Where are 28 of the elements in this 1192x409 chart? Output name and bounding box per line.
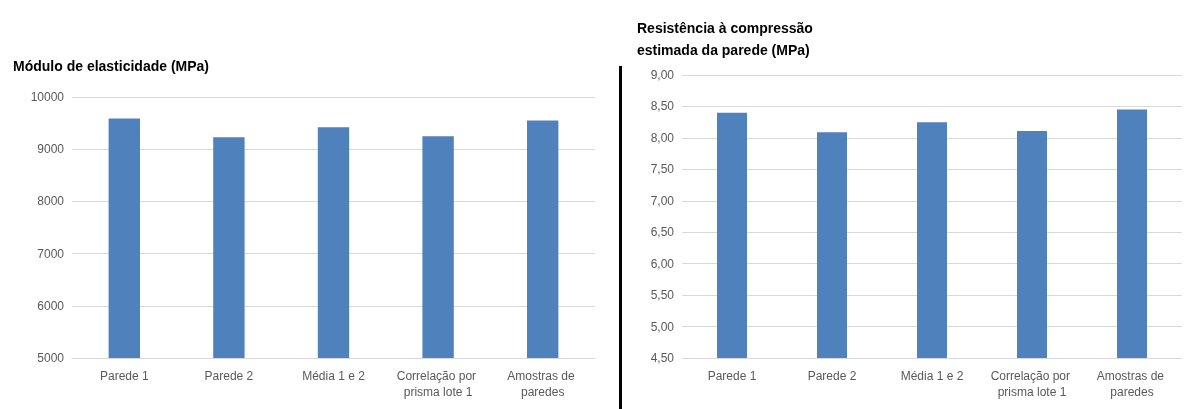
y-tick-label: 6,50 [650, 225, 675, 240]
y-tick-label: 8000 [37, 194, 65, 209]
x-tick-label: Parede 2 [807, 369, 857, 383]
chart-title: Módulo de elasticidade (MPa) [13, 58, 210, 74]
y-tick-label: 6000 [37, 298, 65, 313]
y-tick-label: 8,00 [650, 130, 675, 145]
y-tick-label: 9,00 [650, 68, 675, 82]
x-tick-label: Parede 1 [707, 369, 757, 383]
y-tick-label: 5,00 [650, 319, 675, 334]
y-tick-label: 8,50 [650, 99, 675, 114]
y-tick-label: 5,50 [650, 288, 675, 303]
y-tick-label: 10000 [30, 90, 65, 104]
x-tick-label: Parede 1 [99, 369, 149, 383]
y-tick-label: 4,50 [650, 351, 675, 365]
y-tick-label: 9000 [37, 142, 65, 157]
x-tick-label: Amostras de paredes [507, 369, 579, 399]
chart-title: Resistência à compressão estimada da parede (MPa) [637, 20, 817, 58]
y-tick-label: 6,00 [650, 256, 675, 271]
x-tick-label: Correlação por prisma lote 1 [396, 369, 480, 399]
x-tick-label: Média 1 e 2 [900, 369, 964, 383]
y-tick-label: 5000 [37, 351, 65, 365]
y-tick-label: 7,50 [650, 162, 675, 177]
y-tick-label: 7000 [37, 246, 65, 261]
x-tick-label: Correlação por prisma lote 1 [990, 369, 1074, 399]
y-tick-label: 7,00 [650, 193, 675, 208]
x-tick-label: Amostras de paredes [1096, 369, 1168, 399]
x-tick-label: Média 1 e 2 [302, 369, 366, 383]
x-tick-label: Parede 2 [204, 369, 254, 383]
